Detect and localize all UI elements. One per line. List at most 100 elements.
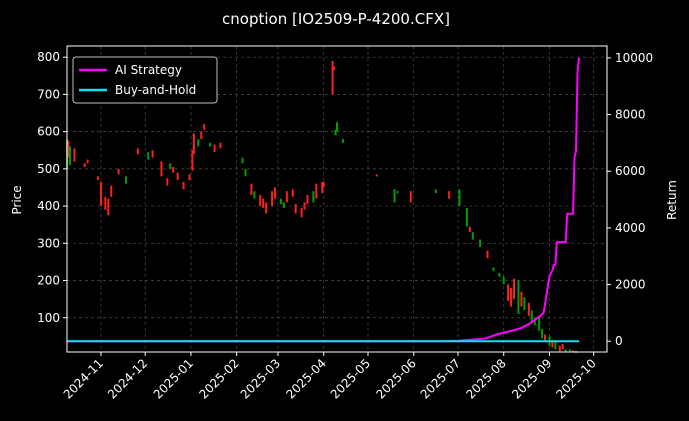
price-bar <box>262 198 265 208</box>
price-bar <box>110 185 113 197</box>
price-bar <box>393 189 396 203</box>
price-bar <box>136 148 139 154</box>
price-bar <box>569 349 572 352</box>
price-bar <box>209 142 212 147</box>
price-bar <box>271 191 274 207</box>
price-bar <box>517 280 520 315</box>
price-bar <box>117 168 120 175</box>
price-bar <box>507 284 510 301</box>
price-bar <box>492 267 495 272</box>
price-bar <box>200 131 203 140</box>
price-bar <box>291 189 294 197</box>
price-bar <box>191 150 194 171</box>
y-tick-label: 700 <box>37 87 60 101</box>
price-bar <box>244 168 247 177</box>
price-bar <box>321 181 324 194</box>
price-bar <box>285 191 288 203</box>
y-tick-label: 100 <box>37 311 60 325</box>
y2-tick-label: 4000 <box>615 221 646 235</box>
price-bar <box>530 310 533 324</box>
price-bar <box>510 287 513 307</box>
price-bar <box>213 144 216 153</box>
price-bar <box>125 176 128 184</box>
price-bar <box>520 291 523 307</box>
price-bar <box>554 341 557 350</box>
price-bar <box>86 159 89 164</box>
price-bar <box>172 166 175 173</box>
price-bar <box>468 226 471 233</box>
price-bar <box>333 66 336 71</box>
price-bar <box>458 189 461 207</box>
chart-title: cnoption [IO2509-P-4200.CFX] <box>222 10 450 28</box>
price-bar <box>341 139 344 143</box>
price-bar <box>83 163 86 167</box>
price-bar <box>188 174 191 181</box>
price-bar <box>203 124 206 130</box>
series-lines <box>67 57 580 343</box>
price-bar <box>197 139 200 147</box>
y2-tick-label: 0 <box>615 334 623 348</box>
price-bar <box>160 161 163 177</box>
price-bar <box>104 196 107 210</box>
price-bar <box>334 129 337 136</box>
price-bar <box>315 183 318 199</box>
price-bar <box>265 202 268 214</box>
price-bar <box>303 202 306 210</box>
price-bar <box>166 178 169 186</box>
price-bar <box>67 140 70 158</box>
price-bar <box>498 273 501 277</box>
price-bar <box>300 207 303 218</box>
y2-tick-label: 6000 <box>615 164 646 178</box>
price-bar <box>479 239 482 248</box>
price-bar <box>409 191 412 203</box>
price-bar <box>219 142 222 149</box>
price-bar <box>274 187 277 199</box>
y-tick-label: 800 <box>37 50 60 64</box>
price-bar <box>465 207 468 227</box>
price-bar <box>523 297 526 311</box>
y-axis-right: 0 2000 4000 6000 8000 10000 <box>607 51 653 348</box>
y-axis-left: 100 200 300 400 500 600 700 800 <box>37 50 67 325</box>
price-bar <box>312 191 315 203</box>
price-bar <box>331 60 334 95</box>
price-bar <box>551 340 554 348</box>
price-bar <box>294 204 297 214</box>
price-bar <box>502 276 505 285</box>
legend-box <box>72 56 218 104</box>
y-tick-label: 600 <box>37 125 60 139</box>
price-bar <box>527 302 530 316</box>
y-tick-label: 500 <box>37 162 60 176</box>
y-axis-label: Price <box>10 185 24 214</box>
y2-tick-label: 8000 <box>615 108 646 122</box>
price-bar <box>96 176 99 181</box>
price-bar <box>471 232 474 240</box>
price-bar <box>147 152 150 160</box>
price-bar <box>434 189 437 194</box>
price-bar <box>68 146 71 166</box>
price-bar <box>375 174 378 177</box>
legend-label: AI Strategy <box>115 63 182 77</box>
price-bar <box>544 334 547 342</box>
price-bar <box>99 181 102 207</box>
price-bar <box>259 194 262 207</box>
price-bar <box>253 191 256 199</box>
price-bar <box>241 157 244 164</box>
price-bar <box>182 181 185 190</box>
y-tick-label: 400 <box>37 199 60 213</box>
y2-tick-label: 10000 <box>615 51 653 65</box>
plot-frame <box>66 45 608 353</box>
y2-axis-label: Return <box>665 180 679 220</box>
price-bar <box>306 194 309 205</box>
price-bar <box>336 122 338 132</box>
legend: AI Strategy Buy-and-Hold <box>72 56 218 104</box>
price-bar <box>533 317 536 326</box>
price-bar <box>192 133 195 154</box>
price-bar <box>73 148 76 162</box>
price-bar <box>486 250 489 259</box>
price-bar <box>282 202 285 208</box>
price-bar <box>564 349 567 352</box>
price-bar <box>448 191 451 199</box>
y-tick-label: 300 <box>37 236 60 250</box>
